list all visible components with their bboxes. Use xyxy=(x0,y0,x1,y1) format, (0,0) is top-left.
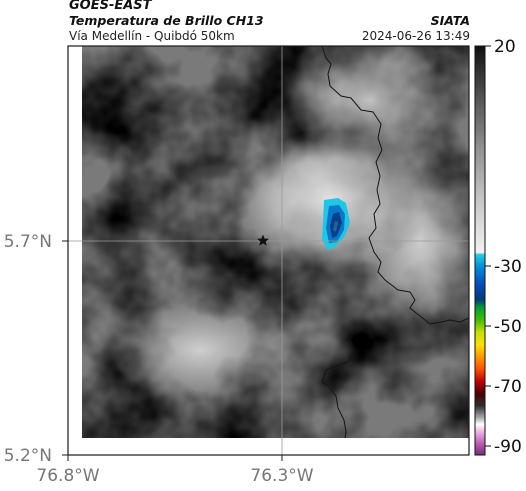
department-border xyxy=(321,45,470,325)
colorbar-ticks: 20 -30 -50 -70 -90 xyxy=(485,37,522,457)
lat-ticks: 5.7°N 5.2°N xyxy=(4,232,68,466)
colorbar-tick-label: -30 xyxy=(494,257,522,277)
source-label: SIATA xyxy=(430,13,470,28)
colorbar-tick-label: 20 xyxy=(494,37,516,57)
lat-tick-label: 5.2°N xyxy=(4,446,52,466)
department-border-south xyxy=(321,329,355,439)
cloud-imagery xyxy=(82,46,469,438)
datetime-label: 2024-06-26 13:49 xyxy=(361,29,470,43)
colorbar xyxy=(474,45,486,456)
lon-tick-label: 76.3°W xyxy=(250,466,313,486)
lon-tick-label: 76.8°W xyxy=(36,466,99,486)
lon-ticks: 76.8°W 76.3°W xyxy=(36,455,314,486)
colorbar-tick-label: -50 xyxy=(494,317,522,337)
cold-cloud-top xyxy=(322,198,350,250)
product-title: Temperatura de Brillo CH13 xyxy=(69,13,264,28)
lat-tick-label: 5.7°N xyxy=(4,232,52,252)
colorbar-tick-label: -90 xyxy=(494,437,522,457)
map-frame xyxy=(67,45,470,456)
station-star-icon xyxy=(257,234,269,246)
gridlines xyxy=(68,46,469,455)
colorbar-tick-label: -70 xyxy=(494,377,522,397)
region-subtitle: Vía Medellín - Quibdó 50km xyxy=(69,29,235,43)
satellite-title: GOES-EAST xyxy=(69,0,152,13)
